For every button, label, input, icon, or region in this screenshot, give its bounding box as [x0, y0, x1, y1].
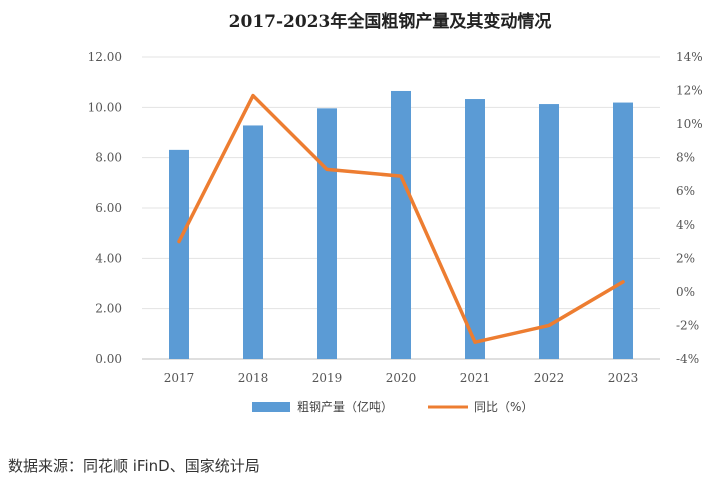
- x-tick-label: 2021: [460, 371, 491, 385]
- legend: 粗钢产量（亿吨） 同比（%）: [252, 399, 533, 414]
- source-note: 数据来源：同花顺 iFinD、国家统计局: [8, 457, 260, 475]
- legend-swatch-bar: [252, 402, 290, 412]
- y-right-tick-label: 6%: [676, 184, 695, 198]
- line-point: [547, 323, 551, 327]
- line-point: [399, 174, 403, 178]
- bar: [243, 125, 263, 359]
- line-point: [473, 340, 477, 344]
- x-tick-label: 2017: [164, 371, 195, 385]
- chart-title: 2017-2023年全国粗钢产量及其变动情况: [229, 11, 552, 32]
- line-point: [621, 280, 625, 284]
- y-right-tick-label: -4%: [676, 352, 699, 366]
- x-tick-label: 2019: [312, 371, 343, 385]
- y-left-tick-label: 10.00: [88, 100, 122, 114]
- y-left-tick-label: 2.00: [95, 302, 122, 316]
- bar: [317, 108, 337, 359]
- y-right-tick-label: 12%: [676, 84, 703, 98]
- y-right-tick-label: 4%: [676, 218, 695, 232]
- y-left-tick-label: 0.00: [95, 352, 122, 366]
- y-right-tick-label: 14%: [676, 50, 703, 64]
- bar: [169, 149, 189, 359]
- x-tick-label: 2022: [534, 371, 565, 385]
- x-axis: 2017 2018 2019 2020 2021 2022 2023: [164, 371, 639, 385]
- x-tick-label: 2020: [386, 371, 417, 385]
- y-right-tick-label: 2%: [676, 251, 695, 265]
- y-left-tick-label: 4.00: [95, 251, 122, 265]
- chart: 2017-2023年全国粗钢产量及其变动情况 0.00 2.00 4.00 6.00 8…: [88, 11, 703, 414]
- y-right-tick-label: 10%: [676, 117, 703, 131]
- y-left-tick-label: 6.00: [95, 201, 122, 215]
- bar: [539, 104, 559, 359]
- bar: [613, 102, 633, 359]
- line-series: [177, 93, 625, 344]
- line-point: [325, 167, 329, 171]
- line-point: [177, 240, 181, 244]
- y-right-tick-label: 8%: [676, 151, 695, 165]
- line-point: [251, 94, 255, 98]
- bar: [391, 90, 411, 359]
- y-right-tick-label: 0%: [676, 285, 695, 299]
- legend-label-line: 同比（%）: [474, 400, 533, 414]
- y-axis-left: 0.00 2.00 4.00 6.00 8.00 10.00 12.00: [88, 50, 122, 366]
- bar: [465, 99, 485, 360]
- x-tick-label: 2023: [608, 371, 639, 385]
- legend-label-bar: 粗钢产量（亿吨）: [297, 399, 393, 414]
- y-left-tick-label: 12.00: [88, 50, 122, 64]
- y-left-tick-label: 8.00: [95, 151, 122, 165]
- y-right-tick-label: -2%: [676, 318, 699, 332]
- y-axis-right: -4% -2% 0% 2% 4% 6% 8% 10% 12% 14%: [676, 50, 703, 366]
- x-tick-label: 2018: [238, 371, 269, 385]
